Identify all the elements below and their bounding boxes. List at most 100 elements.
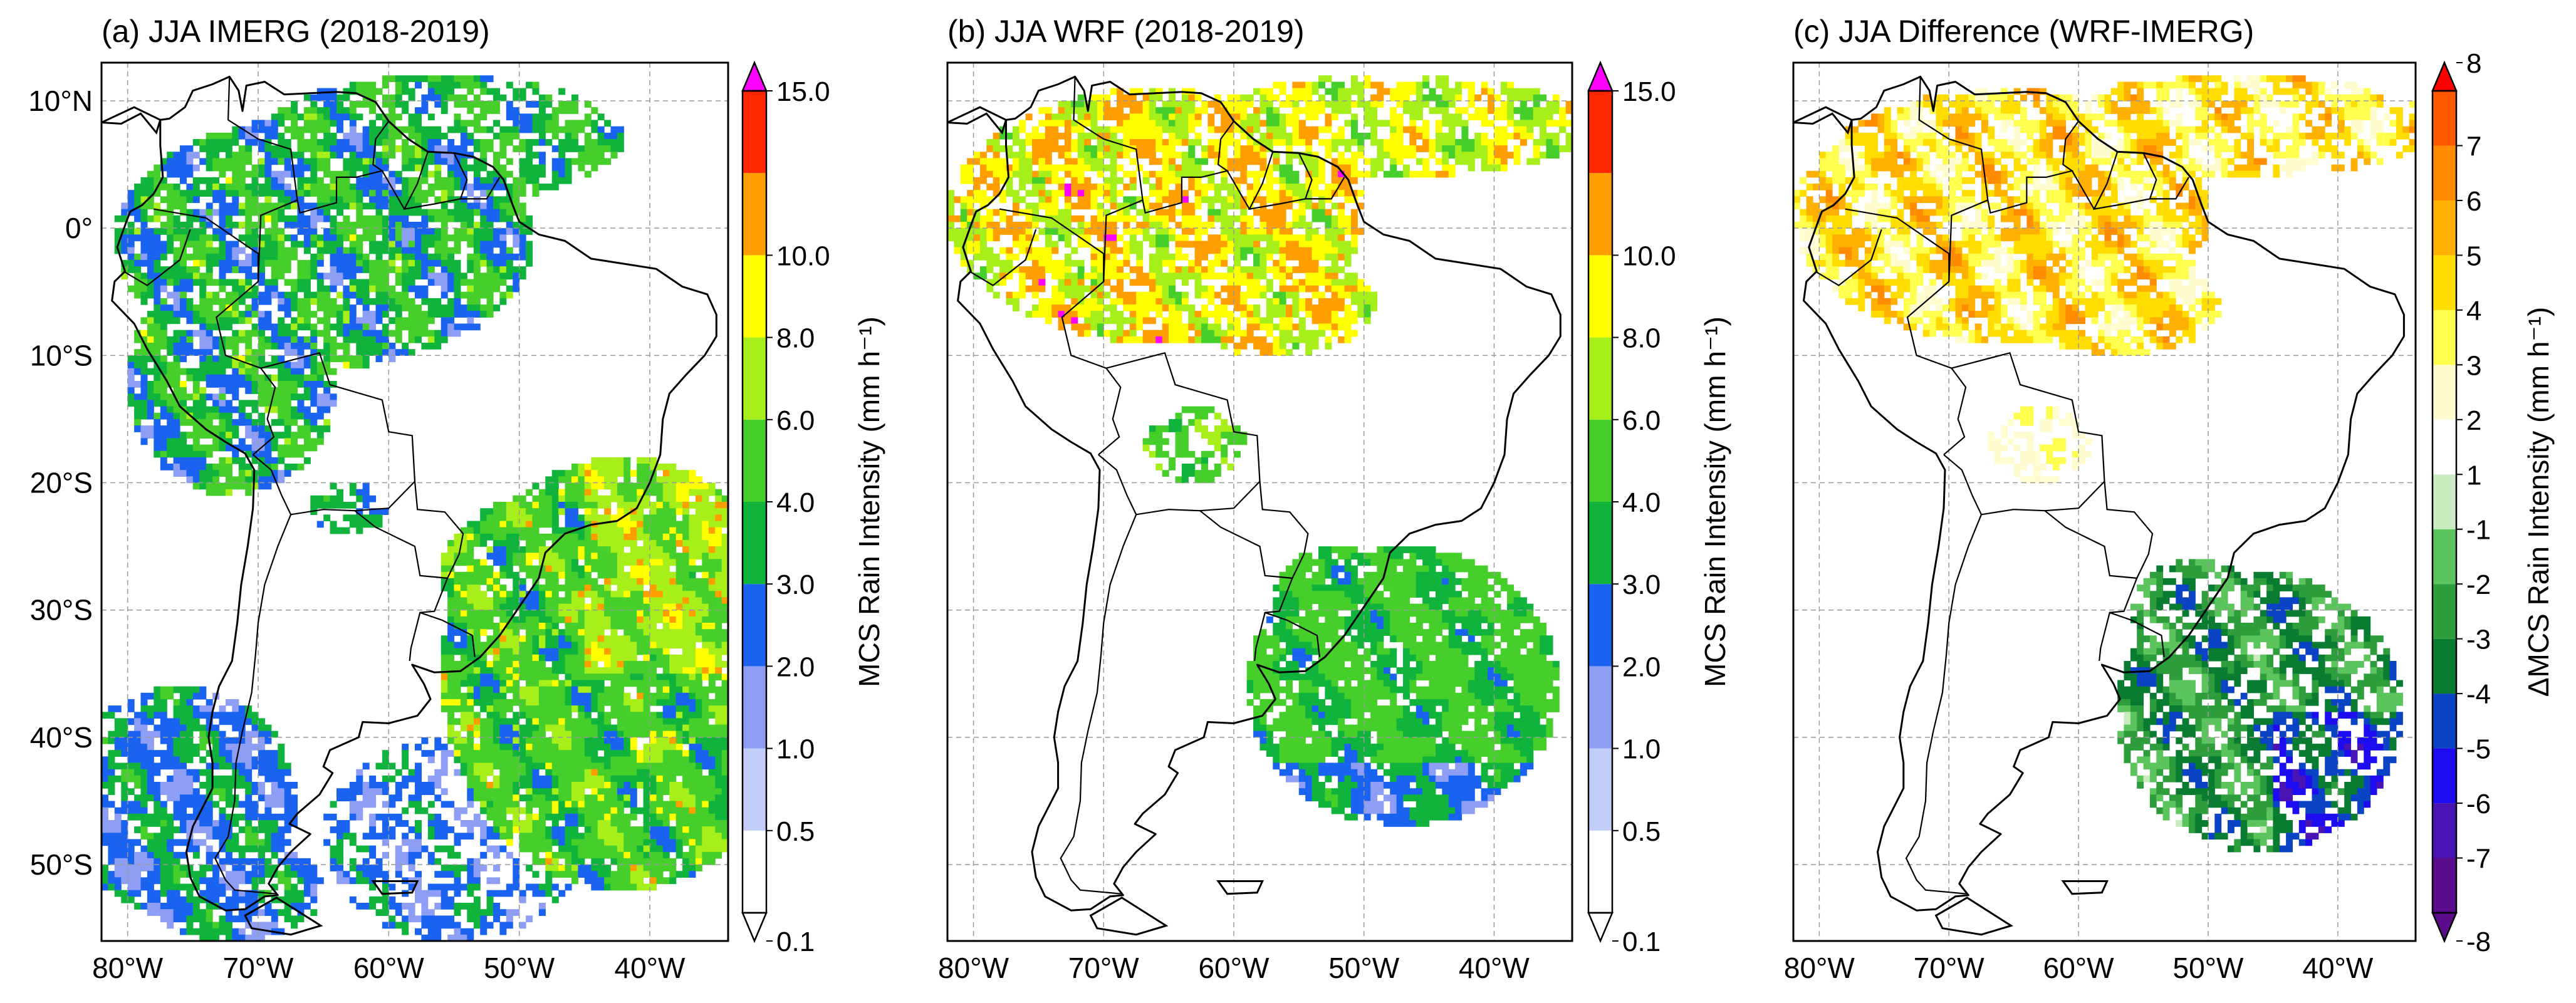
panel-c-title: (c) JJA Difference (WRF-IMERG): [1793, 14, 2254, 49]
longitude-label: 60°W: [2043, 952, 2115, 984]
longitude-label: 80°W: [1784, 952, 1855, 984]
longitude-label: 80°W: [938, 952, 1009, 984]
country-border: [252, 351, 416, 516]
colorbar-segment: [743, 584, 766, 667]
colorbar-tick-label: -6: [2466, 789, 2491, 819]
colorbar-tick-label: 2: [2466, 405, 2481, 436]
latitude-label: 10°S: [30, 339, 93, 372]
country-border: [1098, 351, 1261, 516]
country-border: [381, 170, 405, 210]
coastline-a: [102, 75, 717, 936]
colorbar-tick-label: 5: [2466, 241, 2481, 271]
colorbar-tick-label: 6.0: [1622, 405, 1661, 436]
country-border: [227, 76, 298, 282]
colorbar-tick-label: 0.5: [776, 816, 815, 847]
longitude-label: 50°W: [2173, 952, 2245, 984]
colorbar-a: 0.1 0.5 1.0 2.0 3.0 4.0 6.0 8.0 10.0 15.0 MCS Rain…: [741, 60, 885, 957]
colorbar-label: MCS Rain Intensity (mm h⁻¹): [853, 316, 885, 687]
country-border: [214, 514, 292, 895]
colorbar-tick-label: 2.0: [1622, 652, 1661, 682]
colorbar-segment: [2433, 91, 2456, 146]
country-border: [1265, 611, 1321, 658]
coastline-central-america: [1793, 106, 1853, 135]
colorbar-extend-bottom: [1587, 912, 1614, 943]
coastline-b: [947, 75, 1562, 936]
country-border: [2071, 170, 2095, 210]
longitude-labels-b: 80°W 70°W 60°W 50°W 40°W: [938, 952, 1530, 984]
coastline-falklands: [2061, 880, 2109, 895]
latitude-label: 40°S: [30, 721, 93, 754]
colorbar-segment: [743, 748, 766, 831]
country-border: [419, 611, 476, 658]
colorbar-tick-label: 3.0: [1622, 569, 1661, 600]
colorbar-tick-label: 1: [2466, 460, 2481, 491]
colorbar-segment: [1588, 173, 1612, 256]
country-border: [1918, 76, 1989, 282]
colorbar-tick-label: 10.0: [776, 241, 830, 271]
country-border: [2044, 481, 2154, 579]
colorbar-label: ΔMCS Rain Intensity (mm h⁻¹): [2522, 307, 2555, 697]
country-border: [1199, 481, 1309, 579]
colorbar-tick-label: 4.0: [1622, 487, 1661, 518]
colorbar-tick-label: 3.0: [776, 569, 815, 600]
coastline-south-america: [1803, 75, 2405, 912]
colorbar-segment: [743, 337, 766, 420]
longitude-label: 40°W: [615, 952, 686, 984]
country-border: [1073, 76, 1144, 282]
longitude-label: 60°W: [1198, 952, 1270, 984]
colorbar-segment: [1588, 337, 1612, 420]
colorbar-segment: [743, 91, 766, 174]
colorbar-segment: [2433, 694, 2456, 749]
rain-field-b: [947, 75, 1572, 827]
longitude-labels-a: 80°W 70°W 60°W 50°W 40°W: [92, 952, 686, 984]
country-border: [1298, 152, 1345, 200]
colorbar-segment: [2433, 529, 2456, 585]
colorbar-tick-label: 1.0: [1622, 734, 1661, 765]
country-border: [1060, 514, 1137, 895]
gridlines-b: [947, 63, 1572, 941]
colorbar-segment: [743, 173, 766, 256]
country-border: [453, 152, 501, 200]
coastline-south-america: [111, 75, 717, 912]
panel-c: (c) JJA Difference (WRF-IMERG) 80°W 70°W 6…: [1784, 14, 2555, 984]
colorbar-extend-bottom: [2431, 912, 2458, 943]
country-border: [999, 208, 1122, 455]
colorbar-segment: [1588, 666, 1612, 749]
colorbar-tick-label: 1.0: [776, 734, 815, 765]
colorbar-segment: [743, 502, 766, 585]
colorbar-tick-label: 10.0: [1622, 241, 1676, 271]
latitude-label: 20°S: [30, 467, 93, 499]
coastline-central-america: [947, 106, 1008, 135]
country-border: [969, 229, 1037, 286]
colorbar-tick-label: 0.1: [776, 927, 815, 957]
colorbar-tick-label: 7: [2466, 131, 2481, 162]
coastline-tierra-del-fuego: [244, 896, 323, 936]
colorbar-segment: [2433, 584, 2456, 639]
country-border: [2109, 611, 2165, 658]
colorbar-extend-top: [741, 60, 768, 92]
panel-c-frame: [1792, 61, 2417, 942]
longitude-label: 80°W: [92, 952, 164, 984]
longitude-labels-c: 80°W 70°W 60°W 50°W 40°W: [1784, 952, 2374, 984]
colorbar-tick-label: 0.5: [1622, 816, 1661, 847]
longitude-label: 70°W: [223, 952, 295, 984]
country-border: [123, 229, 191, 286]
colorbar-tick-label: -2: [2466, 569, 2491, 600]
latitude-label: 10°N: [28, 85, 93, 117]
rain-field-c: [1793, 75, 2416, 853]
colorbar-segment: [1588, 255, 1612, 338]
country-border: [1815, 229, 1882, 286]
colorbar-tick-label: 8.0: [776, 323, 815, 354]
latitude-label: 50°S: [30, 848, 93, 881]
colorbar-segment: [1588, 748, 1612, 831]
colorbar-segment: [2433, 145, 2456, 200]
longitude-label: 70°W: [1914, 952, 1985, 984]
colorbar-tick-label: 4: [2466, 296, 2481, 326]
latitude-labels: 10°N 0° 10°S 20°S 30°S 40°S 50°S: [28, 85, 93, 881]
colorbar-segment: [2433, 255, 2456, 310]
colorbar-tick-label: 15.0: [776, 76, 830, 107]
colorbar-segment: [743, 419, 766, 502]
colorbar-segment: [2433, 803, 2456, 858]
colorbar-c: -8 -7 -6 -5 -4 -3 -2 -1 1 2 3 4 5 6 7 8 ΔMCS Rain Intens…: [2431, 48, 2555, 957]
